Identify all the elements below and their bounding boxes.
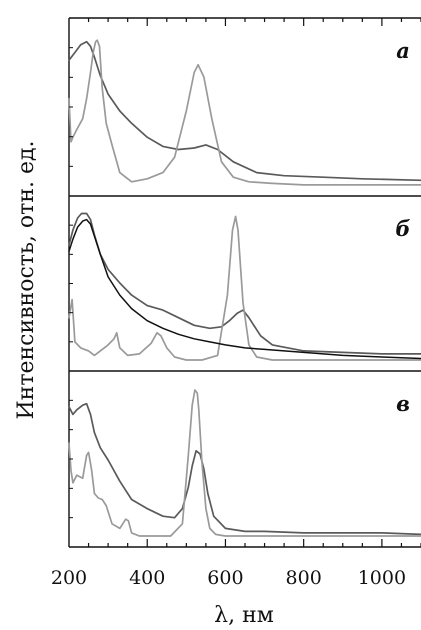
panel-label: в	[396, 391, 410, 416]
x-tick-label: 800	[286, 567, 322, 589]
panel-2-curve-2	[68, 215, 421, 361]
panel-2-curve-1	[68, 212, 421, 355]
panel-3-curve-2	[68, 389, 421, 537]
x-axis-label: λ, нм	[214, 603, 274, 628]
x-tick-label: 400	[129, 567, 165, 589]
spectra-curves	[68, 39, 421, 537]
y-axis-label: Интенсивность, отн. ед.	[14, 140, 39, 419]
x-tick-label: 200	[51, 567, 87, 589]
x-tick-label: 1000	[358, 567, 406, 589]
x-axis-ticks	[69, 18, 421, 547]
panel-1-curve-1	[68, 40, 421, 182]
panel-label: б	[395, 216, 410, 241]
plot-frame	[68, 17, 421, 548]
panel-3-curve-1	[68, 402, 421, 536]
x-tick-label: 600	[207, 567, 243, 589]
panel-1-curve-2	[68, 39, 421, 186]
x-axis-tick-labels: 200 400 600 800 1000	[51, 567, 406, 589]
panel-label: а	[396, 38, 410, 63]
panel-labels: а б в	[395, 38, 410, 416]
panel-2-curve-3	[68, 218, 421, 360]
